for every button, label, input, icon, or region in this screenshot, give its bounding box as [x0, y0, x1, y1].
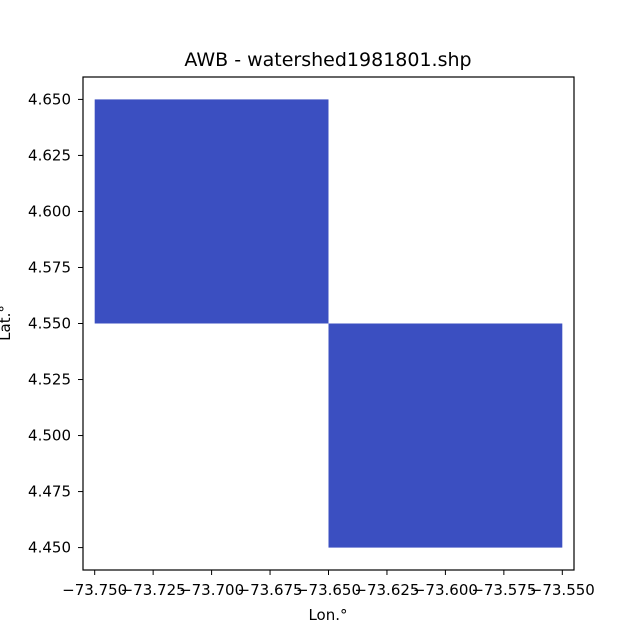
x-tick-label: −73.700	[179, 581, 244, 599]
y-tick-label: 4.500	[28, 427, 71, 445]
x-tick-label: −73.725	[121, 581, 186, 599]
x-axis-label: Lon.°	[308, 606, 347, 624]
y-tick-label: 4.575	[28, 258, 71, 276]
x-tick-label: −73.625	[354, 581, 419, 599]
y-ticks: 4.450 4.475 4.500 4.525 4.550 4.575 4.600 4.625…	[28, 90, 83, 557]
x-tick-label: −73.550	[530, 581, 595, 599]
y-tick-label: 4.600	[28, 202, 71, 220]
x-tick-label: −73.650	[296, 581, 361, 599]
cell-1	[94, 99, 329, 324]
y-axis-label: Lat.°	[0, 305, 14, 341]
y-tick-label: 4.550	[28, 315, 71, 333]
x-tick-label: −73.600	[413, 581, 478, 599]
y-tick-label: 4.625	[28, 146, 71, 164]
y-tick-label: 4.450	[28, 539, 71, 557]
x-tick-label: −73.575	[471, 581, 536, 599]
cells-layer	[94, 99, 563, 548]
x-tick-label: −73.750	[62, 581, 127, 599]
x-tick-label: −73.675	[238, 581, 303, 599]
x-ticks: −73.750−73.725−73.700−73.675−73.650−73.6…	[62, 570, 595, 599]
chart-title: AWB - watershed1981801.shp	[184, 49, 471, 71]
y-tick-label: 4.650	[28, 90, 71, 108]
y-tick-label: 4.525	[28, 371, 71, 389]
y-tick-label: 4.475	[28, 483, 71, 501]
cell-2	[328, 323, 563, 548]
